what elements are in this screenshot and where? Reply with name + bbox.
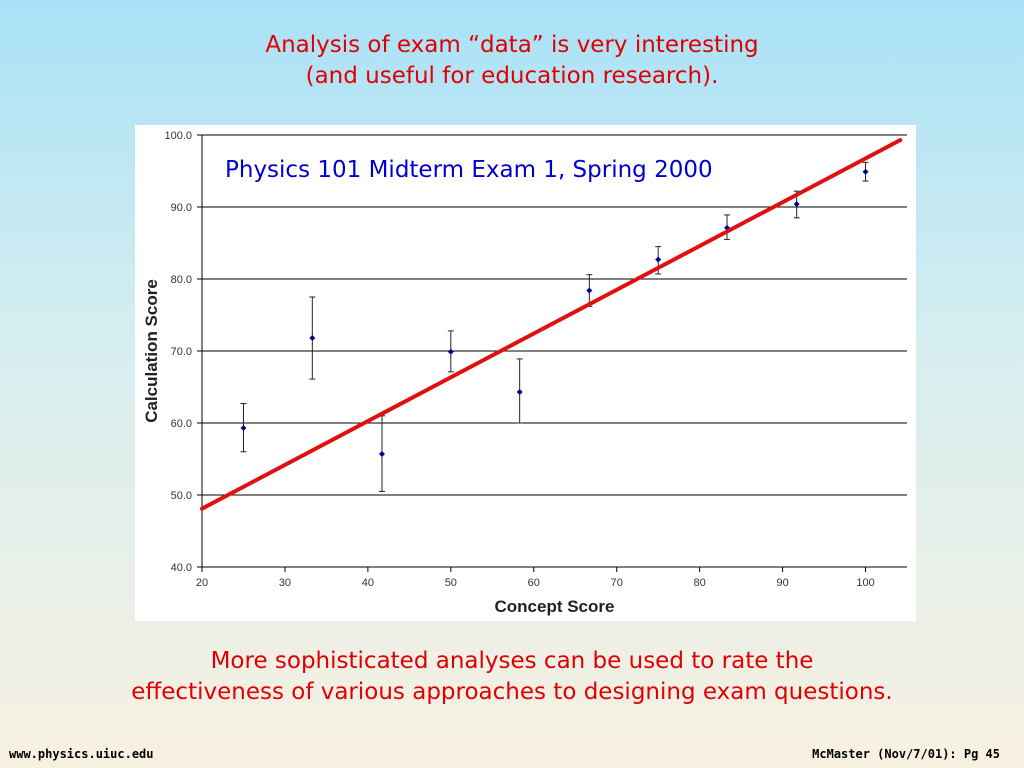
footer-page-info: McMaster (Nov/7/01): Pg 45 — [812, 747, 1000, 761]
x-tick-label: 80 — [694, 577, 706, 589]
data-point — [309, 335, 316, 342]
chart-title: Physics 101 Midterm Exam 1, Spring 2000 — [225, 157, 713, 183]
footer-url: www.physics.uiuc.edu — [9, 747, 154, 761]
data-point — [586, 287, 593, 294]
data-point — [516, 389, 523, 396]
y-tick-label: 40.0 — [171, 562, 192, 574]
data-point — [724, 224, 731, 231]
y-tick-label: 60.0 — [171, 418, 192, 430]
data-point — [862, 168, 869, 175]
x-tick-label: 50 — [445, 577, 457, 589]
x-axis-label: Concept Score — [495, 597, 615, 616]
y-axis-label: Calculation Score — [142, 279, 161, 423]
slide-title: Analysis of exam “data” is very interest… — [0, 30, 1024, 92]
scatter-chart: 40.0 50.0 60.0 70.0 80.0 90.0 100.0 20 30 40 50 60 7… — [142, 130, 907, 616]
data-point — [240, 425, 247, 432]
y-tick-label: 80.0 — [171, 274, 192, 286]
data-point — [655, 256, 662, 263]
x-tick-label: 40 — [362, 577, 374, 589]
slide-title-line-1: Analysis of exam “data” is very interest… — [265, 32, 759, 58]
chart-panel: 40.0 50.0 60.0 70.0 80.0 90.0 100.0 20 30 40 50 60 7… — [135, 125, 916, 621]
x-tick-label: 60 — [528, 577, 540, 589]
footnote-line-2: effectiveness of various approaches to d… — [131, 679, 893, 705]
data-point — [447, 348, 454, 355]
slide-title-line-2: (and useful for education research). — [305, 63, 719, 89]
x-tick-label: 100 — [856, 577, 874, 589]
y-tick-label: 90.0 — [171, 202, 192, 214]
x-tick-label: 90 — [776, 577, 788, 589]
y-tick-label: 100.0 — [164, 130, 192, 142]
y-tick-label: 50.0 — [171, 490, 192, 502]
slide-footnote: More sophisticated analyses can be used … — [0, 646, 1024, 708]
data-point — [378, 450, 385, 457]
data-point — [793, 201, 800, 208]
fit-line — [200, 138, 903, 511]
x-tick-label: 30 — [279, 577, 291, 589]
y-tick-label: 70.0 — [171, 346, 192, 358]
x-tick-label: 70 — [611, 577, 623, 589]
x-tick-label: 20 — [196, 577, 208, 589]
footnote-line-1: More sophisticated analyses can be used … — [210, 648, 814, 674]
